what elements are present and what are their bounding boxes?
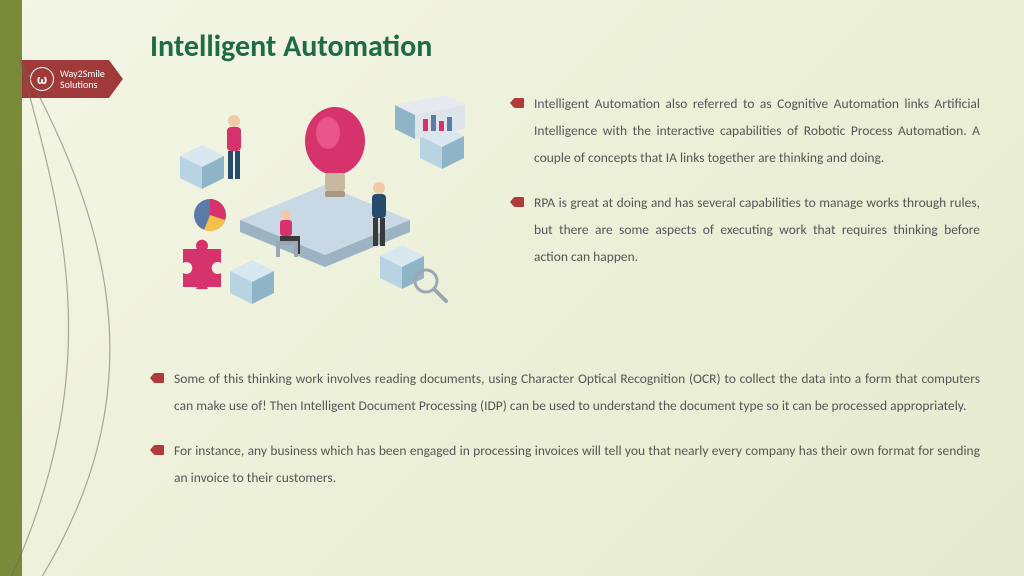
person-standing-icon [220,113,248,183]
person-sitting-icon [272,207,308,257]
bullet-item: Intelligent Automation also referred to … [510,90,980,171]
pie-chart-icon [190,195,230,235]
decorative-curve-2 [0,60,130,576]
bullet-item: RPA is great at doing and has several ca… [510,189,980,270]
lightbulb-icon [300,103,370,213]
cube-icon [180,145,224,189]
person-standing-icon [365,180,393,250]
hero-illustration [170,85,470,315]
bullet-item: Some of this thinking work involves read… [150,365,980,419]
cube-icon [230,260,274,304]
magnifier-icon [410,265,450,305]
page-title: Intelligent Automation [150,28,432,65]
bullet-item: For instance, any business which has bee… [150,437,980,491]
puzzle-icon [175,235,229,289]
bullet-list-top: Intelligent Automation also referred to … [510,90,980,288]
bullet-list-bottom: Some of this thinking work involves read… [150,365,980,509]
chart-panel-icon [395,95,465,139]
